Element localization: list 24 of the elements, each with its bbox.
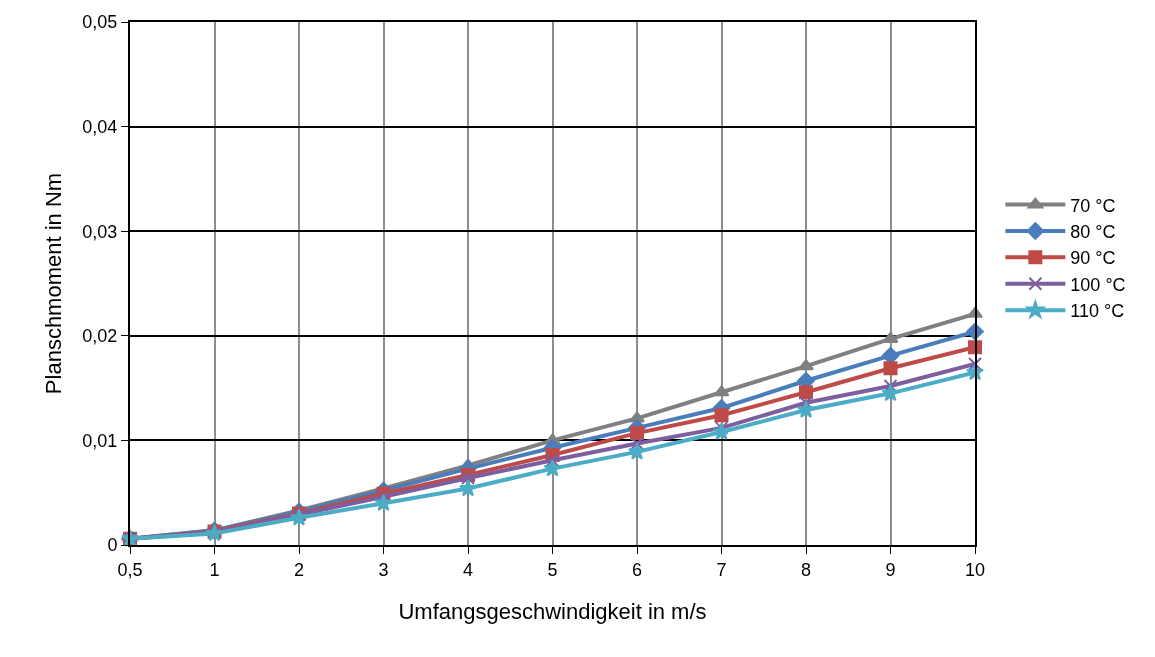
x-tick-label: 0,5	[117, 559, 143, 580]
x-tick-label: 4	[462, 559, 474, 580]
y-tick-label: 0,05	[82, 12, 118, 33]
legend-label: 100 °C	[1070, 274, 1126, 295]
y-tick-label: 0	[107, 535, 118, 556]
x-tick-label: 7	[716, 559, 727, 580]
y-tick-label: 0,03	[82, 221, 118, 242]
legend-label: 110 °C	[1070, 301, 1125, 322]
x-tick-label: 8	[800, 559, 812, 580]
y-tick-label: 0,02	[82, 326, 118, 347]
x-tick-label: 1	[209, 559, 220, 580]
x-tick-label: 9	[885, 559, 896, 580]
y-tick-label: 0,01	[82, 430, 118, 451]
x-tick-label: 5	[547, 559, 558, 580]
x-tick-label: 10	[964, 559, 986, 580]
x-tick-label: 2	[293, 559, 305, 580]
x-tick-label: 3	[378, 559, 389, 580]
legend-label: 70 °C	[1070, 195, 1116, 216]
y-tick-label: 0,04	[82, 116, 118, 137]
x-tick-label: 6	[631, 559, 643, 580]
legend-label: 80 °C	[1070, 221, 1116, 242]
x-axis-title: Umfangsgeschwindigkeit in m/s	[398, 599, 707, 624]
legend-label: 90 °C	[1070, 248, 1116, 269]
y-axis-title: Planschmoment in Nm	[40, 172, 66, 395]
